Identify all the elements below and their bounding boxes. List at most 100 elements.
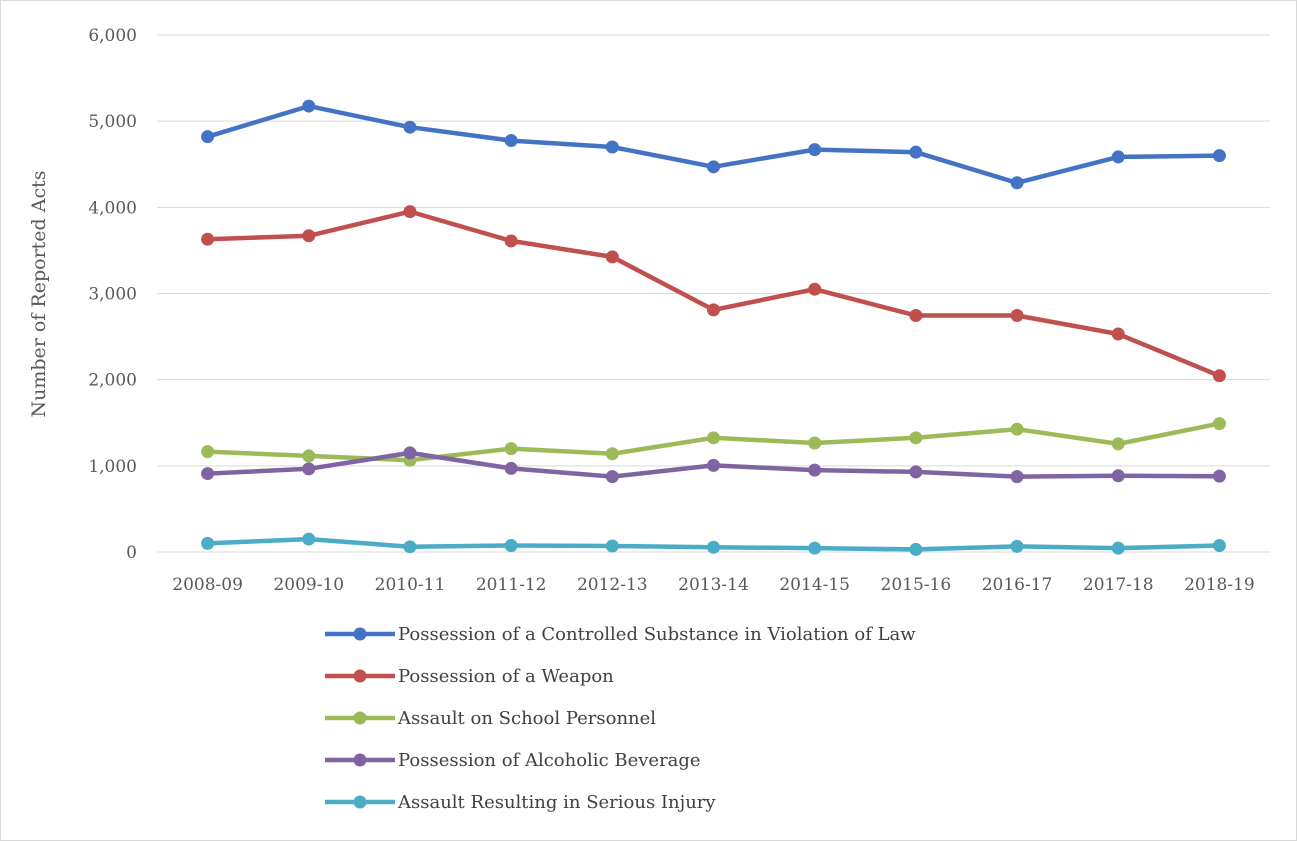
y-tick-label: 2,000 [88, 371, 137, 391]
data-point [403, 120, 417, 134]
data-point [808, 541, 822, 555]
data-point [302, 532, 316, 546]
y-tick-label: 6,000 [88, 26, 137, 46]
data-point [1111, 469, 1125, 483]
data-point [909, 431, 923, 445]
data-point [1111, 541, 1125, 555]
y-tick-label: 3,000 [88, 285, 137, 305]
x-tick-label: 2011-12 [476, 575, 547, 595]
data-point [1212, 539, 1226, 553]
legend-item: Assault on School Personnel [325, 708, 656, 729]
data-point [808, 143, 822, 157]
y-tick-label: 1,000 [88, 457, 137, 477]
y-tick-label: 0 [126, 543, 137, 563]
data-point [707, 540, 720, 554]
data-point [1212, 469, 1226, 483]
x-tick-label: 2016-17 [982, 575, 1053, 595]
data-point [909, 542, 923, 556]
data-point [909, 308, 923, 322]
legend-swatch-marker [353, 753, 367, 767]
data-point [1111, 327, 1125, 341]
data-point [1010, 308, 1024, 322]
data-point [302, 229, 316, 243]
legend-item: Assault Resulting in Serious Injury [325, 792, 716, 813]
legend: Possession of a Controlled Substance in … [325, 624, 916, 813]
x-tick-label: 2015-16 [881, 575, 952, 595]
data-point [605, 250, 619, 264]
x-tick-label: 2008-09 [172, 575, 243, 595]
data-point [1212, 417, 1226, 431]
data-point [605, 447, 619, 461]
y-tick-label: 5,000 [88, 112, 137, 132]
data-point [403, 540, 417, 554]
legend-item: Possession of a Weapon [325, 666, 614, 687]
legend-label: Possession of a Weapon [398, 666, 614, 687]
data-point [302, 99, 316, 113]
data-point [504, 442, 518, 456]
series-3 [201, 446, 1226, 484]
data-point [707, 458, 720, 472]
data-point [707, 303, 720, 317]
y-axis-ticks: 0 1,000 2,000 3,000 4,000 5,000 6,000 [88, 26, 137, 563]
data-point [201, 445, 215, 459]
data-point [201, 130, 215, 144]
data-point [504, 234, 518, 248]
data-point [403, 446, 417, 460]
x-tick-label: 2012-13 [577, 575, 648, 595]
data-point [201, 536, 215, 550]
data-point [1010, 176, 1024, 190]
data-point [302, 462, 316, 476]
series-1 [201, 205, 1226, 383]
data-point [707, 431, 720, 445]
data-point [808, 436, 822, 450]
x-tick-label: 2009-10 [273, 575, 344, 595]
legend-label: Assault Resulting in Serious Injury [397, 792, 716, 813]
data-point [1212, 149, 1226, 163]
data-point [1010, 470, 1024, 484]
y-axis-title: Number of Reported Acts [28, 171, 50, 418]
series-4 [201, 532, 1226, 556]
x-tick-label: 2017-18 [1083, 575, 1154, 595]
data-point [1111, 437, 1125, 451]
data-point [504, 539, 518, 553]
legend-item: Possession of a Controlled Substance in … [325, 624, 916, 645]
data-point [504, 134, 518, 148]
data-point [1212, 369, 1226, 383]
data-point [302, 449, 316, 463]
data-point [201, 467, 215, 481]
legend-swatch-marker [353, 669, 367, 683]
legend-label: Assault on School Personnel [397, 708, 656, 729]
data-point [1111, 150, 1125, 164]
x-tick-label: 2018-19 [1184, 575, 1255, 595]
data-point [605, 470, 619, 484]
legend-label: Possession of Alcoholic Beverage [398, 750, 701, 771]
legend-item: Possession of Alcoholic Beverage [325, 750, 701, 771]
x-axis-ticks: 2008-09 2009-10 2010-11 2011-12 2012-13 2013-… [172, 575, 1254, 595]
legend-swatch-marker [353, 795, 367, 809]
series-lines [201, 99, 1226, 556]
data-point [808, 282, 822, 296]
data-point [909, 465, 923, 479]
legend-swatch-marker [353, 711, 367, 725]
data-point [201, 232, 215, 246]
data-point [808, 463, 822, 477]
gridlines [157, 34, 1270, 553]
series-0 [201, 99, 1226, 190]
data-point [1010, 422, 1024, 436]
data-point [605, 140, 619, 154]
y-tick-label: 4,000 [88, 198, 137, 218]
data-point [1010, 539, 1024, 553]
data-point [605, 539, 619, 553]
data-point [504, 461, 518, 475]
legend-label: Possession of a Controlled Substance in … [398, 624, 916, 645]
x-tick-label: 2010-11 [375, 575, 446, 595]
data-point [909, 145, 923, 159]
x-tick-label: 2014-15 [779, 575, 850, 595]
data-point [403, 205, 417, 219]
data-point [707, 160, 720, 174]
legend-swatch-marker [353, 627, 367, 641]
x-tick-label: 2013-14 [678, 575, 749, 595]
